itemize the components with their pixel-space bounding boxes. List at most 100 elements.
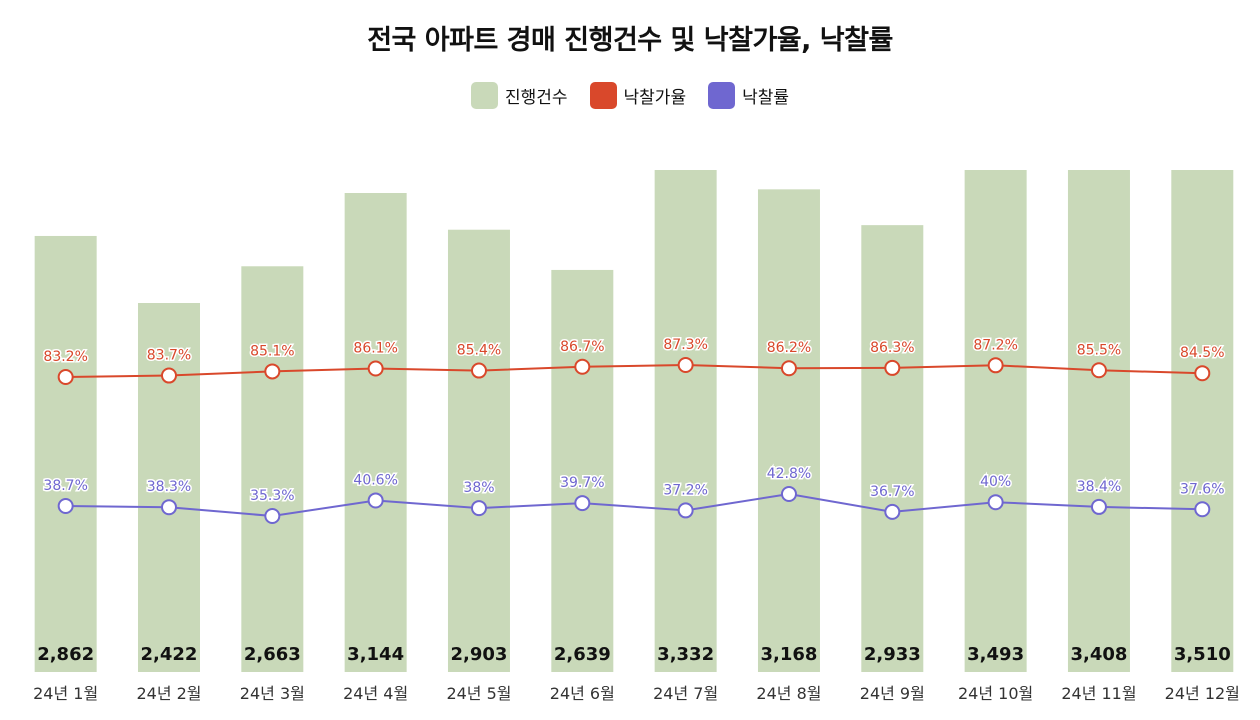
legend-item-success-rate[interactable]: 낙찰률 — [708, 82, 789, 109]
data-point — [1090, 362, 1107, 379]
bar — [757, 189, 820, 672]
data-label: 42.8% — [767, 466, 811, 482]
data-label: 38.4% — [1077, 479, 1121, 495]
bar — [1067, 170, 1130, 672]
x-tick-label: 24년 11월 — [1061, 684, 1136, 703]
bar — [34, 235, 97, 672]
bar-value-label: 2,862 — [37, 644, 94, 665]
legend-swatch-price-rate — [589, 82, 617, 109]
legend-label-count: 진행건수 — [504, 88, 568, 108]
data-point — [884, 503, 901, 520]
data-point — [574, 495, 591, 512]
data-point — [1090, 498, 1107, 515]
bar — [344, 193, 407, 672]
bar-value-label: 2,422 — [141, 644, 198, 665]
x-tick-label: 24년 7월 — [653, 684, 718, 703]
bar — [551, 269, 614, 672]
series-line — [65, 492, 1203, 518]
x-tick-label: 24년 1월 — [33, 684, 98, 703]
bar-value-label: 3,510 — [1174, 644, 1231, 665]
data-label: 38.7% — [43, 478, 87, 494]
legend-item-price-rate[interactable]: 낙찰가율 — [589, 82, 687, 109]
x-tick-label: 24년 8월 — [756, 684, 821, 703]
data-point — [780, 486, 797, 502]
data-label: 83.2% — [43, 349, 87, 365]
x-tick-label: 24년 6월 — [550, 684, 615, 703]
chart-title: 전국 아파트 경매 진행건수 및 낙찰가율, 낙찰률 — [367, 25, 893, 56]
data-label: 85.5% — [1077, 342, 1121, 358]
bar — [964, 170, 1027, 672]
bar-value-label: 2,903 — [451, 644, 508, 665]
data-label: 85.4% — [457, 343, 501, 359]
data-point — [780, 360, 797, 377]
data-point — [1194, 501, 1211, 518]
data-point — [987, 494, 1004, 511]
legend-item-count[interactable]: 진행건수 — [470, 82, 568, 109]
data-point — [160, 367, 177, 384]
data-label: 36.7% — [870, 484, 914, 500]
bar-value-label: 3,168 — [761, 644, 818, 665]
data-point — [470, 500, 487, 517]
data-label: 83.7% — [147, 348, 191, 364]
data-point — [160, 499, 177, 516]
data-point — [1194, 365, 1211, 382]
data-label: 40% — [980, 474, 1011, 490]
data-point — [677, 357, 694, 373]
data-label: 86.3% — [870, 340, 914, 356]
data-point — [367, 360, 384, 377]
data-label: 37.6% — [1180, 481, 1224, 497]
bar-value-label: 3,144 — [347, 644, 404, 665]
data-point — [574, 358, 591, 375]
bar-value-label: 2,639 — [554, 644, 611, 665]
data-label: 86.7% — [560, 339, 604, 355]
bar-series — [34, 170, 1234, 673]
data-label: 38.3% — [147, 479, 191, 495]
data-label: 84.5% — [1180, 345, 1224, 361]
x-tick-label: 24년 10월 — [958, 684, 1033, 703]
data-point — [57, 369, 74, 385]
bar-value-label: 2,663 — [244, 644, 301, 665]
data-label: 86.2% — [767, 340, 811, 356]
bar — [137, 302, 200, 672]
data-point — [57, 498, 74, 515]
data-point — [264, 363, 281, 380]
chart-legend: 진행건수 낙찰가율 낙찰률 — [0, 82, 1260, 109]
data-point — [677, 502, 694, 519]
x-axis-tick-labels: 24년 1월 24년 2월 24년 3월 24년 4월 24년 5월 24년 6월 24년 … — [33, 684, 1240, 703]
data-label: 87.2% — [973, 337, 1017, 353]
x-tick-label: 24년 2월 — [136, 684, 201, 703]
bar — [654, 170, 717, 672]
bar-value-label: 3,332 — [657, 644, 714, 665]
data-point — [367, 492, 384, 509]
bar — [241, 266, 304, 672]
data-label: 35.3% — [250, 488, 294, 504]
legend-label-success-rate: 낙찰률 — [742, 88, 790, 108]
x-tick-label: 24년 5월 — [446, 684, 511, 703]
x-tick-label: 24년 12월 — [1165, 684, 1240, 703]
x-tick-label: 24년 9월 — [860, 684, 925, 703]
bar-value-label: 2,933 — [864, 644, 921, 665]
bar-value-label: 3,493 — [967, 644, 1024, 665]
line-series-success-rate: 38.7% 38.3% 35.3% 40.6% 38% 39.7% 37.2% 42.8% 36… — [42, 465, 1226, 524]
data-point — [264, 508, 281, 524]
x-tick-label: 24년 4월 — [343, 684, 408, 703]
data-label: 39.7% — [560, 475, 604, 491]
bar — [1171, 170, 1234, 672]
data-label: 85.1% — [250, 343, 294, 359]
data-label: 38% — [463, 480, 494, 496]
legend-swatch-success-rate — [708, 82, 736, 109]
legend-label-price-rate: 낙찰가율 — [623, 88, 687, 108]
series-line — [65, 363, 1203, 378]
data-point — [987, 357, 1004, 374]
data-point — [884, 359, 901, 376]
data-label: 37.2% — [663, 482, 707, 498]
data-label: 40.6% — [353, 472, 397, 488]
data-label: 86.1% — [353, 341, 397, 357]
bar — [447, 229, 510, 673]
legend-swatch-count — [470, 82, 498, 109]
bar — [861, 225, 924, 673]
bar-value-label: 3,408 — [1070, 644, 1127, 665]
bar-value-labels: 2,862 2,422 2,663 3,144 2,903 2,639 3,332 3,168… — [37, 644, 1231, 665]
data-point — [470, 362, 487, 379]
line-series-price-rate: 83.2% 83.7% 85.1% 86.1% 85.4% 86.7% 87.3% 86.2%… — [42, 336, 1226, 385]
